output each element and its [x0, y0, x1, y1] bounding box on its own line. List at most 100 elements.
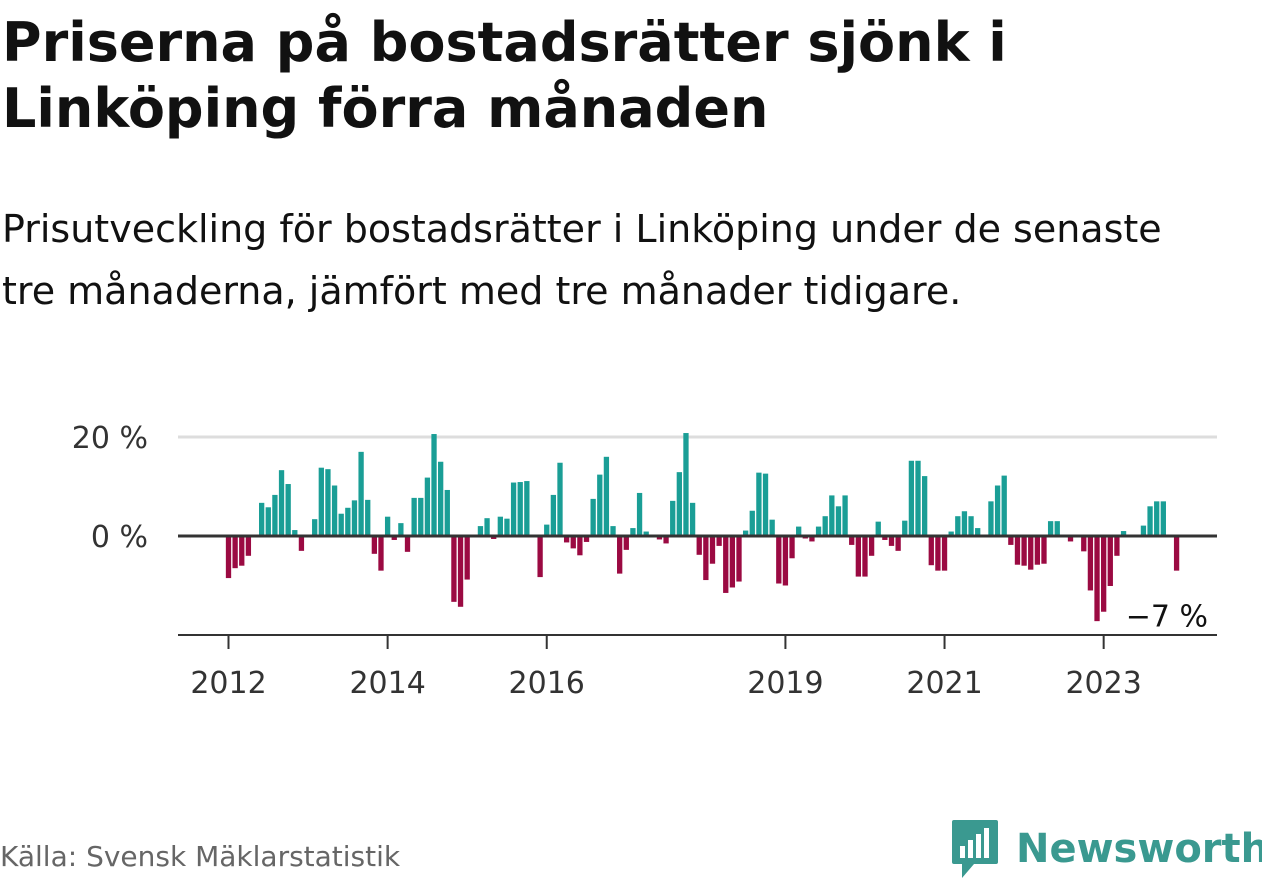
bar — [431, 434, 437, 536]
bar — [577, 536, 583, 556]
bar — [663, 536, 669, 544]
bar — [902, 520, 908, 537]
bar — [537, 536, 543, 578]
bar — [636, 492, 643, 536]
bar — [782, 536, 789, 586]
bar — [225, 536, 232, 579]
bar — [318, 467, 324, 536]
bar — [444, 489, 450, 537]
bar — [955, 516, 961, 536]
source-note: Källa: Svensk Mäklarstatistik — [0, 840, 401, 873]
bar — [975, 528, 981, 536]
bar — [756, 472, 762, 536]
bar — [265, 507, 271, 536]
bar — [1140, 525, 1147, 537]
bar — [298, 536, 305, 551]
x-tick-label: 2012 — [190, 666, 266, 700]
bar — [464, 536, 470, 580]
bar — [736, 536, 742, 582]
bar — [709, 536, 716, 564]
bar — [994, 485, 1001, 536]
bar — [683, 433, 689, 536]
bar — [670, 500, 676, 536]
bar — [331, 485, 338, 536]
bar — [988, 501, 994, 536]
bar — [457, 536, 464, 607]
bar — [245, 536, 252, 556]
bar — [239, 536, 245, 566]
bar — [510, 482, 517, 536]
brand-name: Newsworthy — [1016, 826, 1262, 872]
bar — [597, 474, 603, 536]
bar — [776, 536, 782, 584]
x-tick-label: 2021 — [906, 666, 982, 700]
bar — [570, 536, 576, 549]
bar — [371, 536, 378, 554]
bar — [729, 536, 736, 588]
bar — [259, 502, 265, 536]
bar — [1120, 531, 1127, 536]
bar-chart: 0 % 20 % 2012 2014 2016 2019 2021 2023 −7 % — [72, 421, 1217, 700]
bar — [961, 511, 968, 536]
bar — [232, 536, 238, 569]
bar — [1034, 536, 1041, 565]
bar — [656, 536, 663, 540]
bar — [1008, 536, 1014, 545]
bar — [849, 536, 855, 545]
x-tick-label: 2016 — [509, 666, 585, 700]
bar — [922, 476, 928, 536]
bar — [1014, 536, 1021, 565]
bar — [583, 536, 590, 542]
bar — [809, 536, 815, 542]
bar — [590, 498, 596, 537]
bar — [915, 460, 921, 536]
bar — [1154, 501, 1160, 536]
bar — [1087, 536, 1094, 591]
bar — [855, 536, 861, 577]
bar — [822, 516, 828, 536]
bar — [563, 536, 570, 543]
bar — [544, 524, 550, 536]
bar — [404, 536, 411, 552]
y-tick-label: 0 % — [91, 520, 148, 555]
axis-layer — [178, 534, 1217, 649]
bar — [968, 516, 974, 536]
x-tick-label: 2019 — [747, 666, 823, 700]
bar — [1001, 475, 1007, 536]
bars-layer — [225, 433, 1180, 622]
bar — [1101, 536, 1107, 612]
bar — [875, 521, 881, 536]
bar — [497, 516, 503, 536]
bar — [1081, 536, 1087, 552]
label-layer: 0 % 20 % 2012 2014 2016 2019 2021 2023 −7 % — [72, 421, 1208, 700]
bar — [603, 456, 610, 536]
bar — [1028, 536, 1034, 570]
bar — [948, 531, 954, 536]
newsworthy-logo-icon — [952, 820, 998, 878]
bar — [358, 451, 364, 536]
bar — [1047, 521, 1054, 536]
bar — [835, 506, 842, 536]
bar — [1114, 536, 1120, 556]
bar — [928, 536, 934, 566]
bar — [550, 494, 557, 536]
bar — [742, 530, 749, 537]
bar — [1160, 501, 1166, 536]
bar — [716, 536, 722, 546]
bar — [941, 536, 948, 571]
bar — [769, 519, 775, 536]
bar — [345, 507, 351, 536]
bar — [391, 536, 397, 540]
bar — [424, 477, 431, 536]
bar — [312, 519, 318, 536]
brand-logo: Newsworthy — [950, 818, 1262, 880]
bar — [723, 536, 729, 593]
bar — [762, 473, 769, 536]
bar — [689, 502, 696, 536]
bar — [862, 536, 868, 577]
bar — [1094, 536, 1100, 622]
bar — [292, 530, 298, 536]
bar — [378, 536, 384, 571]
bar — [524, 481, 530, 537]
bar — [888, 536, 895, 546]
